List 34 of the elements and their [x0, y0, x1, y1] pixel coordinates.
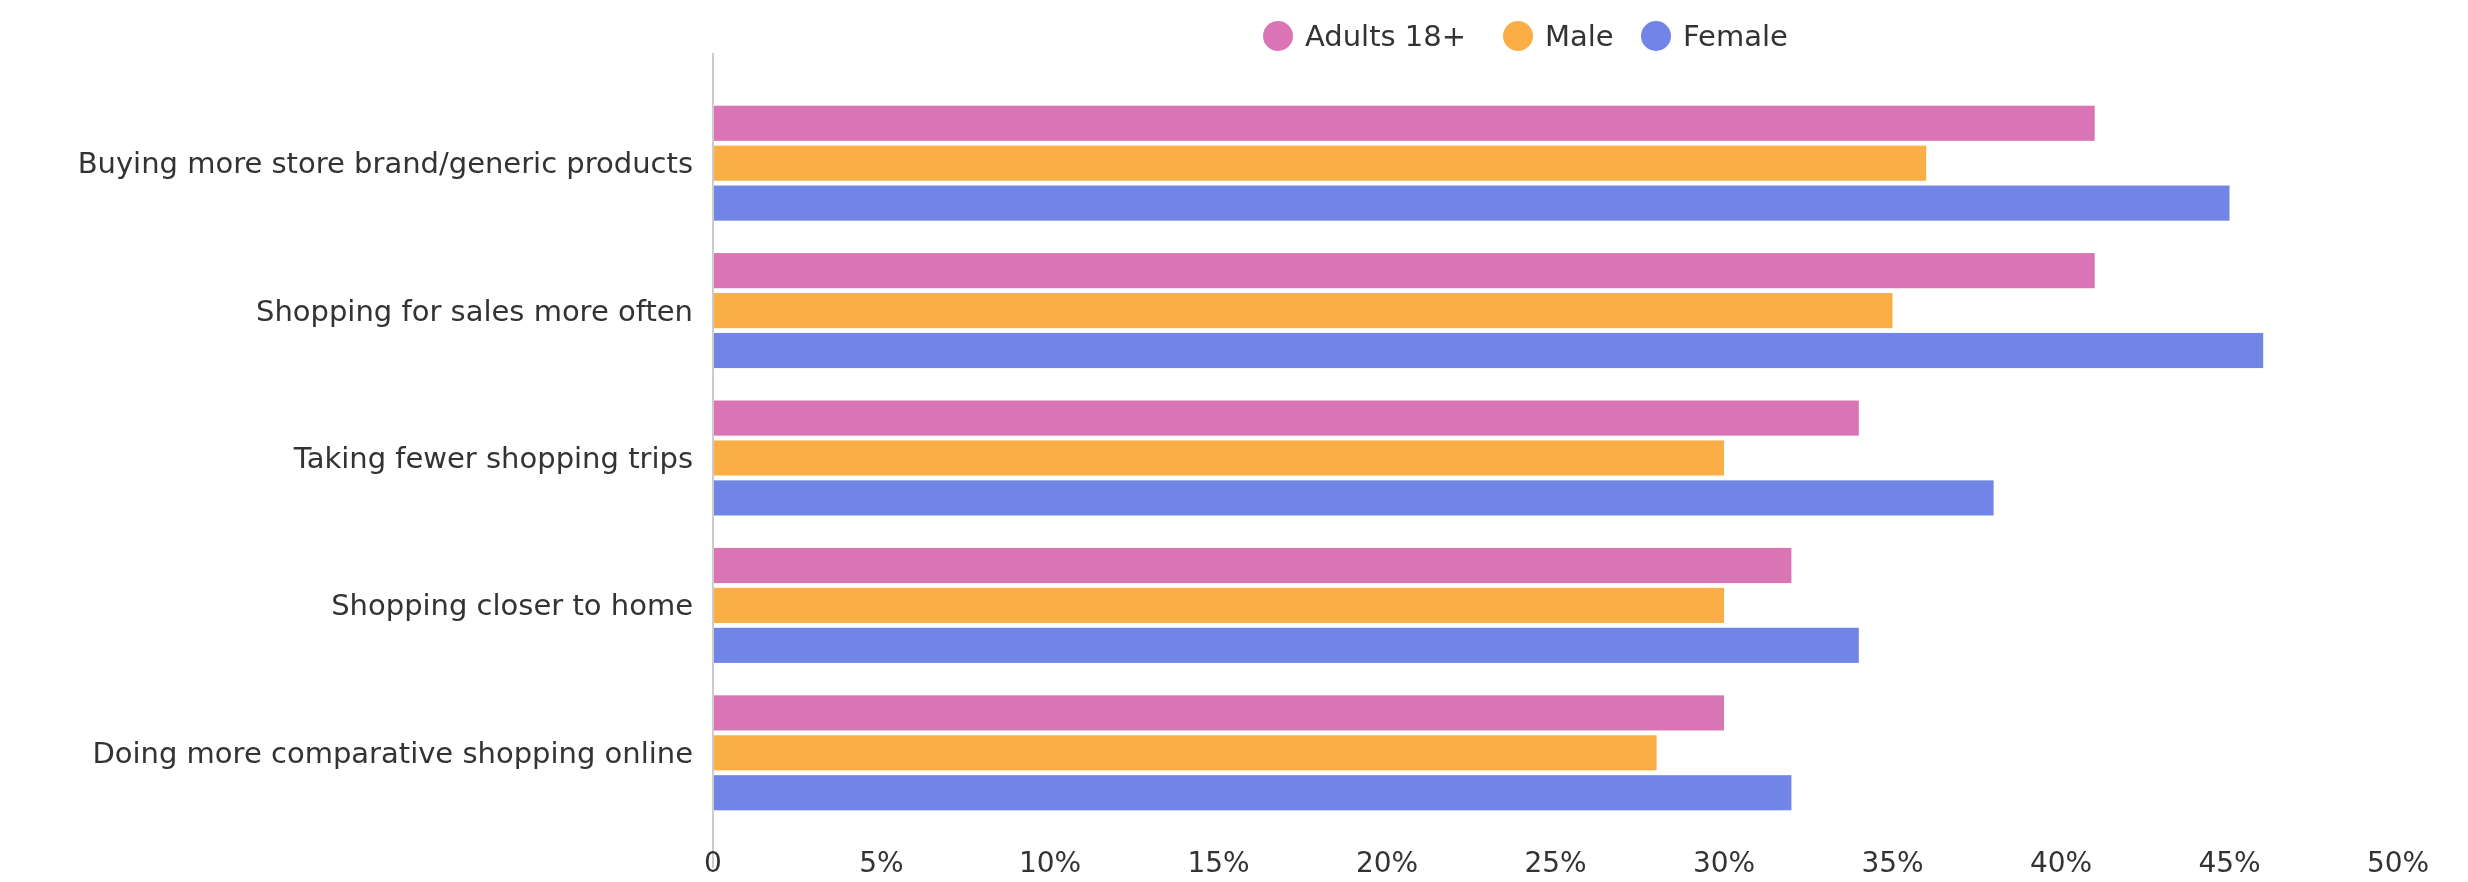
y-tick-label: Shopping closer to home — [331, 588, 693, 623]
bar — [713, 332, 2264, 369]
y-tick-label: Shopping for sales more often — [256, 293, 693, 328]
bar — [713, 400, 1859, 436]
y-tick-label: Doing more comparative shopping online — [92, 735, 693, 770]
x-tick-label: 40% — [2029, 846, 2093, 879]
x-tick-label: 0 — [704, 846, 722, 879]
bar — [713, 185, 2230, 221]
x-tick-label: 15% — [1187, 846, 1250, 879]
x-tick-label: 45% — [2198, 846, 2261, 879]
x-tick-label: 50% — [2366, 846, 2430, 879]
bar — [713, 627, 1859, 663]
legend-label: Male — [1545, 19, 1614, 53]
legend-label: Adults 18+ — [1305, 19, 1467, 53]
x-tick-label: 5% — [859, 846, 904, 879]
bar — [713, 775, 1792, 811]
x-tick-label: 25% — [1524, 846, 1587, 879]
bar — [713, 293, 1893, 329]
legend-label: Female — [1683, 19, 1788, 53]
x-tick-label: 10% — [1018, 846, 1082, 879]
x-tick-label: 35% — [1861, 846, 1924, 879]
bar — [713, 735, 1657, 771]
x-tick-label: 20% — [1355, 846, 1419, 879]
bar — [713, 440, 1724, 476]
bar — [713, 105, 2095, 141]
bar — [713, 587, 1724, 623]
bar — [713, 480, 1994, 516]
bar — [713, 253, 2095, 289]
bar — [713, 695, 1724, 731]
x-tick-label: 30% — [1692, 846, 1756, 879]
bar — [713, 145, 1927, 181]
bar — [713, 547, 1792, 584]
y-tick-label: Taking fewer shopping trips — [292, 441, 693, 475]
y-tick-label: Buying more store brand/generic products — [77, 146, 693, 181]
